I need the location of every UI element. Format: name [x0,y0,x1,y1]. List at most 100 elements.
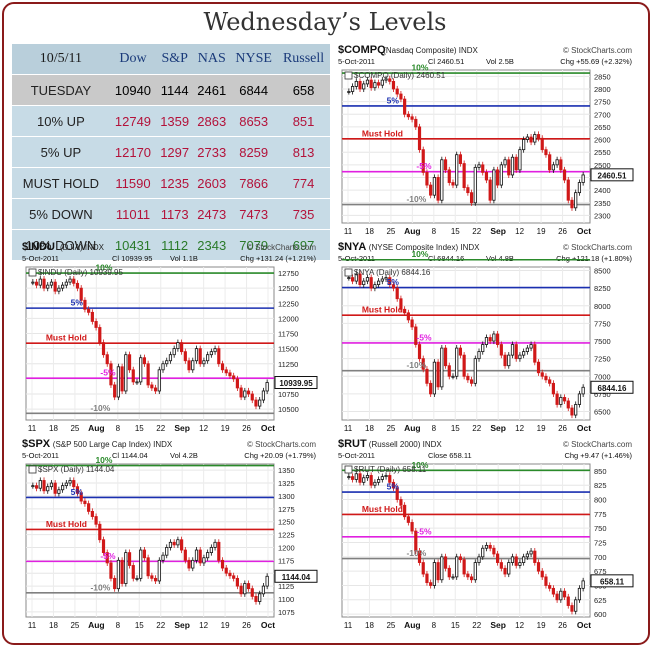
candle [49,482,54,488]
candle [187,559,191,569]
candle [68,278,72,283]
y-tick-label: 2550 [594,148,611,157]
candle [466,187,470,194]
candle [499,164,503,186]
x-tick-label: 12 [199,621,208,630]
last-price-label: 2460.51 [598,171,627,180]
chart-source: © StockCharts.com [563,440,632,449]
chart-info-close: Cl 6844.16 [428,254,464,263]
candle [432,361,436,395]
y-tick-label: 7000 [594,372,611,381]
table-cell: 658 [277,74,330,106]
candle [94,516,98,525]
candle [436,177,440,201]
row-label: 5% DOWN [12,198,110,230]
candle [206,552,210,559]
levels-table: 10/5/11 Dow S&P NAS NYSE Russell TUESDAY… [12,43,330,261]
candle [581,386,585,395]
candle [499,344,503,356]
chart-subtitle: (DJIA) INDX [60,243,105,252]
candle [477,164,481,168]
table-cell: 2473 [193,198,231,230]
candle [250,393,254,401]
candle [481,164,485,173]
y-tick-label: 2350 [594,199,611,208]
x-tick-label: 8 [116,424,121,433]
x-tick-label: 12 [515,227,524,236]
candle [518,562,522,566]
y-tick-label: 7500 [594,337,611,346]
candle [488,337,492,342]
candle [577,182,582,194]
candle [373,284,377,289]
candle [566,596,570,606]
level-label: 5% [387,277,400,287]
candle [388,277,392,286]
chart-subtitle: (Nasdaq Composite) INDX [383,46,478,55]
candle [213,541,217,548]
legend-swatch [344,268,353,277]
candle [425,573,429,584]
level-label: Must Hold [362,128,403,138]
candle [235,378,239,389]
candle [228,372,232,377]
candle [254,399,258,407]
candle [555,159,559,166]
chart-spx: $SPX (S&P 500 Large Cap Index) INDX © Stoc… [20,437,320,633]
y-tick-label: 850 [594,467,607,476]
candle [42,278,46,289]
x-tick-label: 22 [472,424,481,433]
table-cell: 6844 [230,74,278,106]
y-tick-label: 2750 [594,98,611,107]
x-tick-label: 8 [432,227,437,236]
x-tick-label: 26 [242,424,251,433]
candle [198,549,202,564]
candle [258,399,262,407]
last-price-label: 658.11 [600,577,625,586]
candle [421,149,425,173]
chart-info-date: 5-Oct-2011 [338,57,375,66]
candle [510,344,515,356]
candle [57,489,61,494]
candle [220,363,225,371]
y-tick-label: 8000 [594,302,611,311]
candle [358,80,362,90]
candle [347,91,351,93]
table-cell: 1235 [156,167,194,199]
y-tick-label: 6750 [594,390,611,399]
candle [146,557,150,577]
y-tick-label: 1300 [278,492,295,501]
candle [165,547,169,556]
candle [180,539,184,551]
table-cell: 7473 [230,198,278,230]
candle [525,553,529,558]
table-cell: 1173 [156,198,194,230]
candle [61,485,65,491]
candle [377,82,381,86]
candle [399,499,403,506]
candle [34,281,39,286]
candle [548,585,552,589]
chart-legend: $SPX (Daily) 1144.04 [38,465,115,474]
y-tick-label: 675 [594,567,607,576]
chart-info-date: 5-Oct-2011 [338,451,375,460]
x-tick-label: Sep [490,226,506,236]
y-tick-label: 2500 [594,161,611,170]
candle [64,482,68,487]
candle [377,280,381,286]
candle [451,182,455,186]
chart-info-date: 5-Oct-2011 [338,254,375,263]
candle [198,348,202,365]
x-tick-label: 15 [135,424,144,433]
chart-source: © StockCharts.com [247,440,316,449]
candle [250,588,254,597]
candle [31,281,35,284]
candle [577,393,582,405]
x-tick-label: 11 [344,227,353,236]
chart-nya: $NYA (NYSE Composite Index) INDX © StockCh… [336,240,636,436]
candle [570,199,574,209]
candle [87,308,91,313]
candle [522,556,526,563]
candle [544,576,548,586]
table-cell: 12170 [109,136,157,168]
